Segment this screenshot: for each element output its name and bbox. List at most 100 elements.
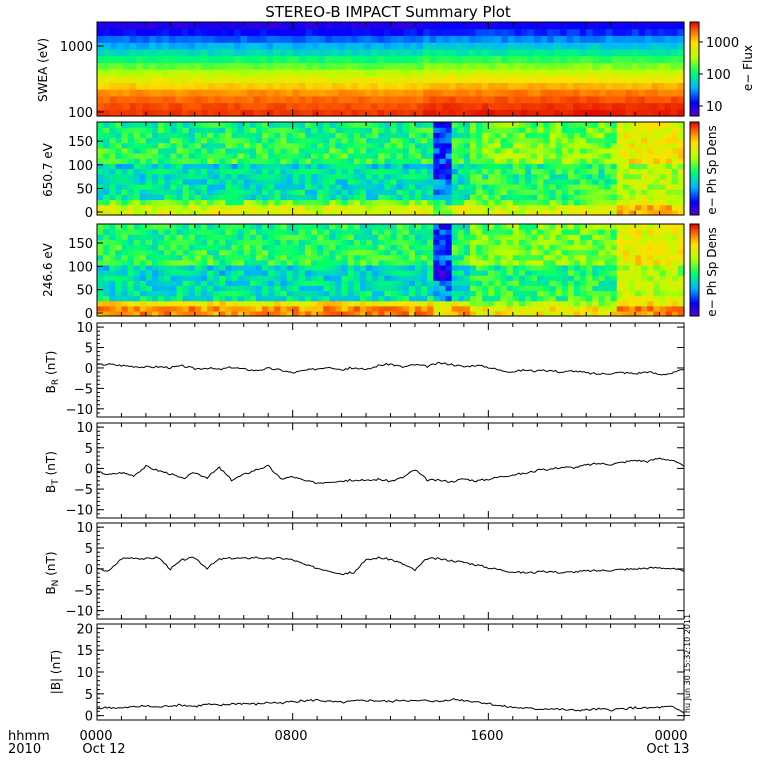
pad-cell bbox=[457, 142, 465, 149]
pad-cell bbox=[573, 244, 581, 251]
pad-cell bbox=[659, 184, 667, 190]
swea-cell bbox=[168, 102, 176, 110]
pad-cell bbox=[170, 249, 178, 256]
pad-cell bbox=[127, 137, 135, 144]
pad-cell bbox=[152, 270, 159, 276]
pad-cell bbox=[133, 209, 141, 216]
y-tick-label: 100 bbox=[68, 159, 93, 174]
swea-cell bbox=[260, 109, 268, 117]
pad-cell bbox=[182, 153, 190, 159]
pad-cell bbox=[586, 264, 593, 271]
swea-cell bbox=[670, 102, 679, 110]
pad-cell bbox=[543, 300, 551, 307]
swea-cell bbox=[599, 28, 607, 37]
swea-cell bbox=[331, 75, 339, 84]
pad-cell bbox=[359, 270, 367, 276]
pad-cell bbox=[200, 178, 208, 185]
pad-cell bbox=[164, 300, 171, 307]
swea-cell bbox=[247, 95, 255, 104]
pad-cell bbox=[494, 285, 502, 292]
pad-cell bbox=[384, 290, 392, 297]
pad-cell bbox=[549, 184, 557, 190]
pad-cell bbox=[628, 127, 636, 133]
pad-cell bbox=[531, 280, 538, 286]
pad-cell bbox=[549, 132, 557, 139]
pad-cell bbox=[372, 300, 379, 307]
swea-cell bbox=[351, 109, 359, 117]
pad-cell bbox=[255, 137, 263, 144]
swea-cell bbox=[501, 42, 509, 50]
pad-cell bbox=[653, 244, 661, 251]
pad-cell bbox=[390, 184, 398, 190]
swea-cell bbox=[390, 109, 398, 117]
pad-cell bbox=[512, 122, 520, 128]
pad-cell bbox=[323, 285, 330, 292]
swea-cell bbox=[657, 35, 666, 43]
pad-cell bbox=[451, 199, 459, 206]
pad-cell bbox=[225, 254, 233, 261]
pad-cell bbox=[359, 142, 367, 149]
pad-cell bbox=[390, 310, 398, 317]
swea-cell bbox=[429, 62, 437, 70]
swea-cell bbox=[397, 95, 405, 104]
pad-cell bbox=[268, 264, 275, 271]
pad-cell bbox=[311, 234, 318, 240]
pad-cell bbox=[525, 305, 532, 312]
pad-cell bbox=[213, 132, 220, 139]
pad-cell bbox=[164, 259, 171, 266]
pad-cell bbox=[525, 184, 532, 190]
pad-cell bbox=[219, 295, 227, 302]
pad-cell bbox=[457, 275, 465, 281]
pad-cell bbox=[304, 254, 312, 261]
pad-cell bbox=[292, 209, 300, 216]
pad-cell bbox=[622, 209, 630, 216]
pad-cell bbox=[641, 305, 648, 312]
pad-cell bbox=[476, 264, 483, 271]
pad-cell bbox=[274, 239, 282, 246]
pad-cell bbox=[121, 234, 129, 240]
swea-cell bbox=[344, 35, 352, 43]
pad-cell bbox=[390, 305, 398, 312]
pad-cell bbox=[121, 147, 129, 154]
pad-cell bbox=[121, 280, 129, 286]
pad-cell bbox=[341, 158, 349, 164]
pad-cell bbox=[176, 249, 184, 256]
pad-cell bbox=[219, 142, 227, 149]
pad-cell bbox=[341, 234, 349, 240]
pad-cell bbox=[255, 178, 263, 185]
pad-cell bbox=[537, 295, 544, 302]
swea-cell bbox=[273, 95, 281, 104]
pad-cell bbox=[121, 168, 129, 175]
pad-cell bbox=[200, 142, 208, 149]
pad-cell bbox=[145, 137, 153, 144]
swea-cell bbox=[540, 55, 548, 63]
swea-cell bbox=[370, 22, 379, 30]
swea-cell bbox=[201, 109, 209, 117]
pad-cell bbox=[628, 184, 636, 190]
pad-cell bbox=[249, 249, 257, 256]
pad-cell bbox=[433, 158, 441, 164]
pad-cell bbox=[121, 132, 129, 139]
pad-cell bbox=[225, 158, 233, 164]
pad-cell bbox=[677, 234, 685, 240]
pad-cell bbox=[549, 254, 557, 261]
pad-cell bbox=[469, 153, 477, 159]
pad-cell bbox=[378, 234, 385, 240]
pad-cell bbox=[243, 142, 251, 149]
swea-cell bbox=[338, 89, 346, 97]
pad-cell bbox=[628, 137, 636, 144]
pad-cell bbox=[408, 229, 416, 235]
pad-cell bbox=[439, 310, 447, 317]
pad-cell bbox=[537, 209, 544, 216]
pad-cell bbox=[414, 137, 422, 144]
swea-cell bbox=[677, 102, 685, 110]
swea-cell bbox=[605, 42, 613, 50]
pad-cell bbox=[274, 254, 282, 261]
pad-cell bbox=[133, 295, 141, 302]
pad-cell bbox=[421, 209, 428, 216]
swea-cell bbox=[612, 35, 620, 43]
pad-cell bbox=[372, 259, 379, 266]
pad-cell bbox=[109, 310, 116, 317]
pad-cell bbox=[97, 153, 104, 159]
pad-cell bbox=[127, 249, 135, 256]
